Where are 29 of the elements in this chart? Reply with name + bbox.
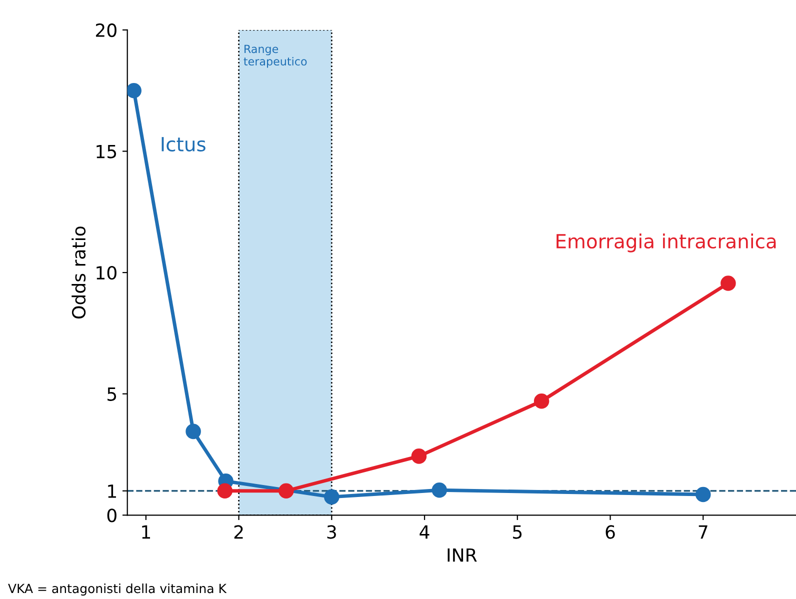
text: Emorragia intracranica bbox=[556, 234, 776, 252]
x-tick-label: 6 bbox=[606, 525, 615, 539]
y-tick-label: 1 bbox=[108, 484, 116, 498]
x-tick-label: 7 bbox=[698, 525, 708, 539]
text: VKA = antagonisti della vitamina K bbox=[8, 584, 227, 596]
point bbox=[411, 448, 427, 464]
point bbox=[534, 393, 550, 409]
y-tick-label: 15 bbox=[96, 144, 116, 158]
band-label: Range terapeutico bbox=[244, 44, 307, 68]
point bbox=[720, 276, 736, 291]
series-label: Ictus bbox=[162, 137, 206, 152]
point bbox=[695, 486, 711, 502]
y-axis-title: Odds ratio bbox=[72, 226, 86, 318]
point bbox=[186, 424, 201, 440]
point bbox=[324, 489, 340, 505]
y-tick-label: 5 bbox=[108, 388, 116, 401]
x-tick-label: 5 bbox=[513, 525, 522, 539]
point bbox=[217, 483, 233, 499]
x-tick-label: 2 bbox=[234, 525, 243, 539]
x-tick-label: 1 bbox=[142, 525, 150, 539]
y-tick-label: 0 bbox=[107, 508, 116, 522]
y-tick-label: 20 bbox=[96, 23, 116, 38]
x-tick-label: 4 bbox=[420, 525, 430, 539]
x-axis-title: INR bbox=[448, 548, 477, 562]
y-tick-label: 10 bbox=[96, 266, 116, 280]
point bbox=[432, 482, 448, 498]
x-tick-label: 3 bbox=[327, 525, 336, 539]
point bbox=[278, 483, 294, 499]
point bbox=[127, 82, 142, 98]
